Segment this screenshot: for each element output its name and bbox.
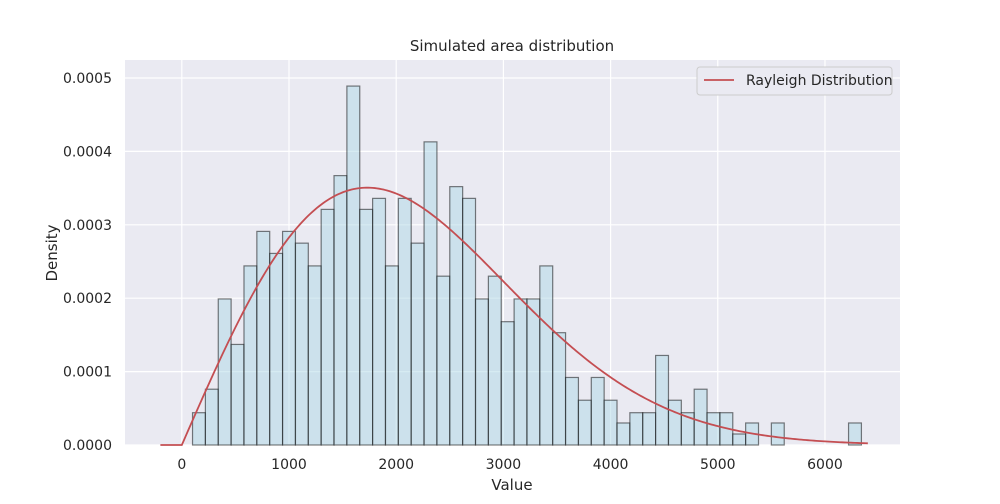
histogram-bar — [474, 298, 489, 446]
x-tick-label: 2000 — [378, 457, 414, 473]
y-tick-label: 0.0002 — [63, 291, 112, 307]
histogram-bar — [500, 321, 515, 446]
histogram-bar — [423, 141, 438, 446]
histogram-bar — [577, 399, 592, 446]
histogram-bar — [564, 376, 580, 446]
histogram-bar — [230, 343, 245, 446]
histogram-bar — [847, 422, 863, 446]
x-tick-label: 3000 — [486, 457, 522, 473]
histogram-bar — [256, 230, 271, 446]
histogram-bar — [655, 354, 670, 446]
histogram-bar — [590, 376, 605, 446]
y-axis-label: Density — [43, 224, 61, 281]
x-tick-label: 4000 — [593, 457, 629, 473]
histogram-bar — [629, 412, 644, 446]
histogram-bar — [770, 422, 785, 446]
x-tick-label: 0 — [177, 457, 186, 473]
legend: Rayleigh Distribution — [696, 66, 893, 96]
x-tick-label: 5000 — [700, 457, 736, 473]
y-tick-label: 0.0001 — [63, 365, 112, 381]
histogram-bar — [616, 422, 631, 446]
histogram-bar — [410, 242, 425, 446]
histogram-bar — [436, 275, 451, 446]
y-tick-label: 0.0003 — [63, 218, 112, 234]
histogram-bar — [204, 388, 219, 446]
histogram-bar — [513, 298, 528, 446]
histogram-bar — [384, 265, 399, 446]
density-curve — [160, 186, 868, 446]
tick-labels: 0 1000 2000 3000 4000 5000 6000 0.0000 0.0001 0.0… — [63, 71, 843, 473]
histogram-bar — [269, 252, 284, 446]
histogram-bar — [294, 242, 309, 446]
y-tick-label: 0.0004 — [63, 144, 112, 160]
histogram-bar — [539, 265, 554, 446]
histogram-bar — [372, 197, 387, 446]
histogram-bar — [281, 230, 297, 446]
x-tick-label: 6000 — [807, 457, 843, 473]
chart-title: Simulated area distribution — [410, 37, 614, 55]
histogram-bar — [217, 298, 232, 446]
histogram-bars — [191, 85, 863, 446]
histogram-bar — [526, 298, 541, 446]
rayleigh-line — [160, 186, 868, 446]
histogram-bar — [359, 208, 374, 446]
histogram-bar — [667, 399, 682, 446]
x-tick-label: 1000 — [271, 457, 307, 473]
histogram-bar — [552, 332, 567, 446]
histogram-bar — [642, 412, 657, 446]
legend-box — [696, 66, 893, 96]
legend-label: Rayleigh Distribution — [746, 73, 893, 89]
histogram-bar — [706, 412, 721, 446]
histogram-bar — [487, 275, 502, 446]
histogram-bar — [693, 388, 708, 446]
histogram-bar — [307, 265, 322, 446]
x-axis-label: Value — [491, 476, 532, 494]
histogram-bar — [346, 85, 361, 446]
histogram-bar — [243, 265, 258, 446]
histogram-bar — [333, 175, 348, 446]
histogram-bar — [449, 186, 464, 446]
histogram-bar — [397, 197, 412, 446]
histogram-bar — [320, 208, 335, 446]
histogram-bar — [603, 399, 618, 446]
y-tick-label: 0.0005 — [63, 71, 112, 87]
histogram-bar — [462, 197, 477, 446]
y-tick-label: 0.0000 — [63, 438, 112, 454]
histogram-bar — [732, 433, 747, 446]
